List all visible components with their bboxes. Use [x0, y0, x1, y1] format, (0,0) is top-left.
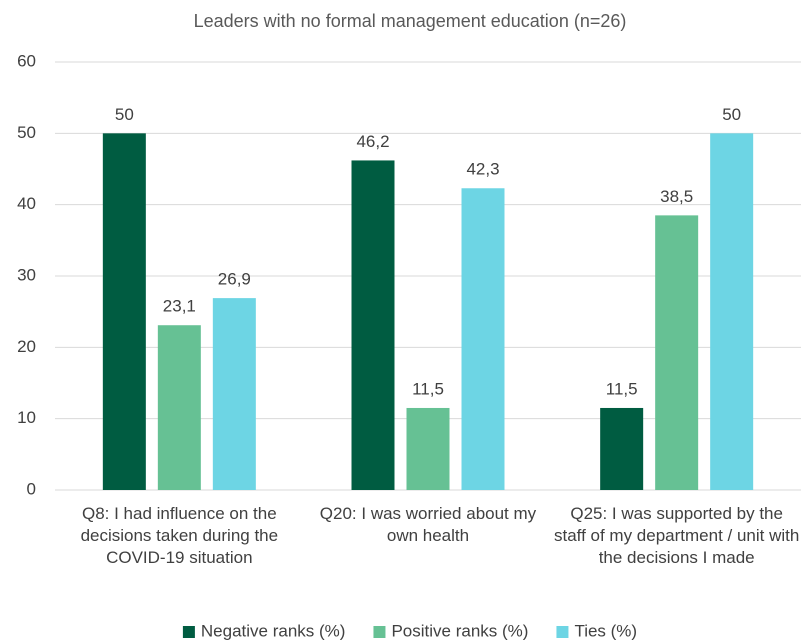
data-label: 38,5: [660, 187, 693, 206]
legend-swatch: [182, 626, 195, 638]
legend-swatch: [373, 626, 386, 638]
legend-label: Ties (%): [574, 621, 637, 640]
x-tick-label: Q20: I was worried about my own health: [319, 504, 537, 545]
legend-swatch: [556, 626, 569, 638]
x-tick-label-box: Q8: I had influence on the decisions tak…: [80, 504, 279, 567]
data-label: 11,5: [606, 379, 638, 398]
data-label: 50: [722, 105, 741, 124]
bar: [461, 188, 505, 490]
y-tick-label: 30: [17, 265, 36, 284]
x-tick-label-box: Q20: I was worried about my own health: [319, 504, 537, 545]
bar: [102, 133, 146, 491]
legend-label: Negative ranks (%): [201, 621, 346, 640]
data-label: 23,1: [163, 297, 196, 316]
bar: [600, 407, 644, 490]
data-label: 46,2: [356, 132, 389, 151]
data-label: 42,3: [466, 160, 499, 179]
chart-title: Leaders with no formal management educat…: [194, 11, 627, 31]
data-label: 11,5: [412, 379, 444, 398]
bar: [157, 325, 201, 490]
x-tick-label: Q8: I had influence on the decisions tak…: [80, 504, 279, 567]
bar: [212, 298, 256, 490]
y-tick-label: 0: [27, 479, 36, 498]
x-tick-label: Q25: I was supported by the staff of my …: [553, 504, 800, 567]
bar: [406, 407, 450, 490]
bar: [710, 133, 754, 491]
bar: [351, 160, 395, 490]
y-tick-label: 50: [17, 123, 36, 142]
y-tick-label: 60: [17, 51, 36, 70]
y-tick-label: 10: [17, 408, 36, 427]
legend-label: Positive ranks (%): [391, 621, 528, 640]
data-label: 50: [115, 105, 134, 124]
y-tick-label: 40: [17, 194, 36, 213]
bar: [655, 215, 699, 490]
y-tick-label: 20: [17, 337, 36, 356]
data-label: 26,9: [218, 270, 251, 289]
x-tick-label-box: Q25: I was supported by the staff of my …: [553, 504, 800, 567]
